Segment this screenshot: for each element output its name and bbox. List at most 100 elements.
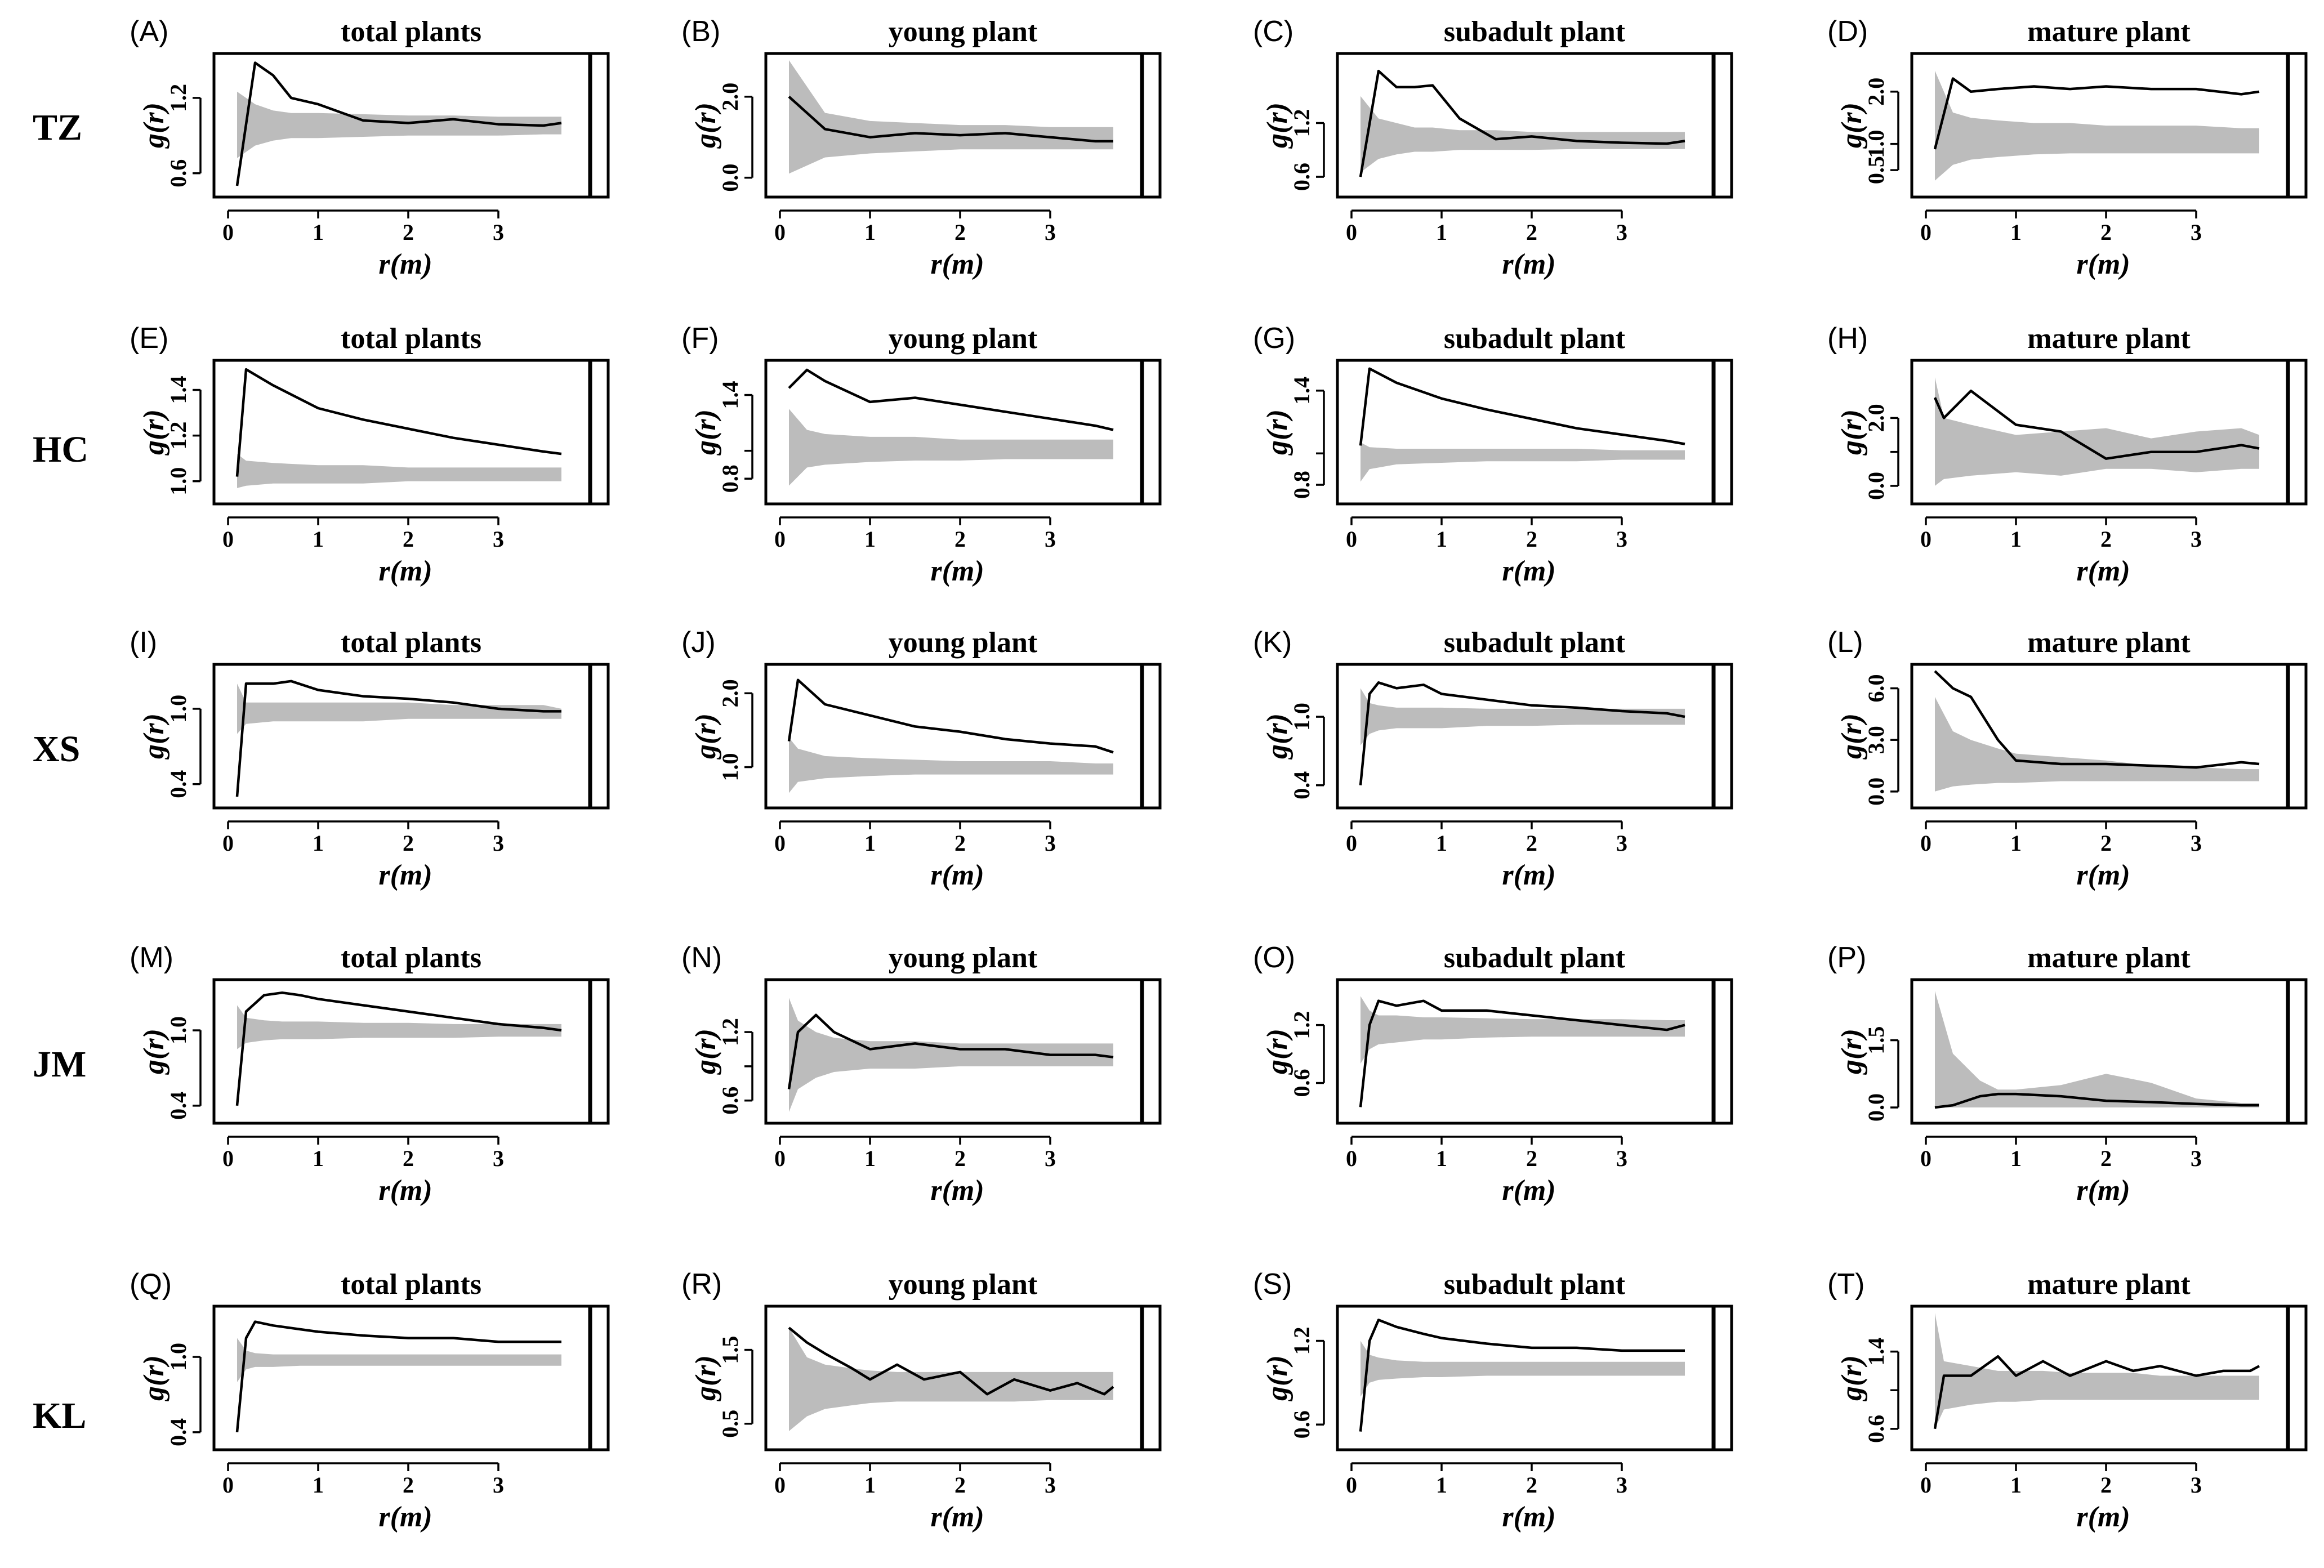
panel-title: subadult plant bbox=[1444, 627, 1626, 659]
y-axis-title: g(r) bbox=[1836, 713, 1868, 760]
x-tick-label: 0 bbox=[774, 1146, 786, 1171]
y-tick-label: 0.8 bbox=[1289, 471, 1314, 499]
plot-frame bbox=[764, 52, 1162, 199]
y-axis-title: g(r) bbox=[1836, 1029, 1868, 1075]
x-tick-label: 2 bbox=[403, 1472, 414, 1498]
x-axis-title: r(m) bbox=[2076, 1501, 2130, 1533]
panel-letter: (K) bbox=[1253, 626, 1292, 659]
observed-gr-line bbox=[235, 61, 562, 186]
y-tick-label: 2.0 bbox=[1863, 78, 1889, 106]
panel-d: (D) mature plant 0 1 2 3 r(m) 0.51.0 2.0g(r) bbox=[1827, 15, 2308, 280]
observed-gr-line bbox=[1359, 69, 1685, 177]
plot-frame bbox=[1336, 663, 1733, 810]
x-tick-label: 2 bbox=[1526, 1146, 1537, 1171]
x-tick-label: 1 bbox=[864, 526, 876, 552]
y-axis-title: g(r) bbox=[1261, 102, 1293, 149]
panel-k: (K) subadult plant 0 1 2 3 r(m) 0.4 1.0g(r) bbox=[1253, 626, 1733, 891]
panel-letter: (M) bbox=[130, 941, 173, 974]
panel-title: subadult plant bbox=[1444, 942, 1626, 974]
y-tick-label: 1.4 bbox=[717, 381, 743, 409]
panel-title: total plants bbox=[341, 323, 481, 355]
y-axis-title: g(r) bbox=[690, 1029, 722, 1075]
envelope-band bbox=[1361, 96, 1685, 173]
panel-title: subadult plant bbox=[1444, 323, 1626, 355]
panel-title: mature plant bbox=[2027, 627, 2191, 659]
x-tick-label: 1 bbox=[313, 830, 324, 856]
panel-letter: (G) bbox=[1253, 322, 1295, 355]
row-label-xs: XS bbox=[33, 729, 80, 770]
observed-gr-line bbox=[1933, 389, 2260, 460]
panel-f: (F) young plant 0 1 2 3 r(m) 0.8 1.4g(r) bbox=[681, 322, 1162, 587]
envelope-band bbox=[1361, 1341, 1685, 1397]
x-tick-label: 1 bbox=[1436, 1472, 1447, 1498]
panel-r: (R) young plant 0 1 2 3 r(m) 0.5 1.5g(r) bbox=[681, 1268, 1162, 1533]
plot-frame bbox=[764, 663, 1162, 810]
envelope-band bbox=[1935, 377, 2259, 486]
panel-letter: (B) bbox=[681, 15, 720, 48]
x-tick-label: 2 bbox=[2100, 220, 2112, 245]
x-tick-label: 0 bbox=[1346, 830, 1357, 856]
x-tick-label: 1 bbox=[313, 526, 324, 552]
panel-title: mature plant bbox=[2027, 16, 2191, 48]
x-tick-label: 3 bbox=[1616, 830, 1627, 856]
row-label-tz: TZ bbox=[33, 107, 82, 148]
x-tick-label: 3 bbox=[1045, 220, 1056, 245]
y-tick-label: 0.4 bbox=[166, 1418, 191, 1446]
y-axis-title: g(r) bbox=[1836, 409, 1868, 455]
x-axis-title: r(m) bbox=[2076, 859, 2130, 891]
observed-gr-line bbox=[1359, 367, 1685, 446]
x-axis-title: r(m) bbox=[2076, 1174, 2130, 1207]
plot-frame bbox=[212, 978, 610, 1125]
plot-frame bbox=[764, 1305, 1162, 1451]
observed-gr-line bbox=[1933, 77, 2260, 150]
panel-letter: (O) bbox=[1253, 941, 1295, 974]
y-axis-title: g(r) bbox=[1261, 713, 1293, 760]
y-axis-title: g(r) bbox=[138, 1355, 170, 1401]
x-axis-title: r(m) bbox=[378, 1501, 432, 1533]
observed-gr-line bbox=[1359, 1319, 1685, 1432]
y-tick-label: 0.4 bbox=[1289, 771, 1314, 799]
x-tick-label: 1 bbox=[2010, 526, 2022, 552]
panel-letter: (A) bbox=[130, 15, 168, 48]
x-tick-label: 0 bbox=[1346, 1472, 1357, 1498]
row-label-hc: HC bbox=[33, 429, 88, 470]
envelope-band bbox=[237, 1005, 561, 1049]
y-tick-label: 0.0 bbox=[1863, 1093, 1889, 1122]
x-tick-label: 3 bbox=[493, 1146, 504, 1171]
y-tick-label: 1.2 bbox=[1289, 1327, 1314, 1355]
panel-s: (S) subadult plant 0 1 2 3 r(m) 0.6 1.2g(r) bbox=[1253, 1268, 1733, 1533]
panel-title: subadult plant bbox=[1444, 16, 1626, 48]
plot-frame bbox=[1910, 663, 2308, 810]
x-tick-label: 3 bbox=[1045, 526, 1056, 552]
x-tick-label: 2 bbox=[403, 830, 414, 856]
panel-b: (B) young plant 0 1 2 3 r(m) 0.0 2.0g(r) bbox=[681, 15, 1162, 280]
x-tick-label: 0 bbox=[774, 830, 786, 856]
panel-m: (M) total plants 0 1 2 3 r(m) 0.4 1.0g(r) bbox=[130, 941, 610, 1207]
row-label-kl: KL bbox=[33, 1395, 86, 1436]
panel-title: mature plant bbox=[2027, 942, 2191, 974]
x-tick-label: 2 bbox=[403, 526, 414, 552]
observed-gr-line bbox=[1934, 670, 2260, 769]
x-tick-label: 0 bbox=[1920, 1146, 1932, 1171]
panel-title: total plants bbox=[341, 942, 481, 974]
envelope-band bbox=[1935, 991, 2259, 1107]
x-axis-title: r(m) bbox=[930, 1501, 984, 1533]
x-tick-label: 2 bbox=[2100, 1472, 2112, 1498]
x-tick-label: 0 bbox=[1346, 1146, 1357, 1171]
y-tick-label: 1.4 bbox=[1863, 1338, 1889, 1366]
x-tick-label: 0 bbox=[774, 526, 786, 552]
envelope-band bbox=[789, 1328, 1113, 1431]
panel-o: (O) subadult plant 0 1 2 3 r(m) 0.6 1.2g(r) bbox=[1253, 941, 1733, 1207]
observed-gr-line bbox=[1934, 1092, 2259, 1109]
observed-gr-line bbox=[1933, 1355, 2260, 1429]
panel-letter: (L) bbox=[1827, 626, 1863, 659]
y-axis-title: g(r) bbox=[690, 1355, 722, 1401]
panel-letter: (N) bbox=[681, 941, 722, 974]
x-tick-label: 3 bbox=[1045, 1472, 1056, 1498]
x-axis-title: r(m) bbox=[378, 1174, 432, 1207]
panel-title: total plants bbox=[341, 16, 481, 48]
panel-n: (N) young plant 0 1 2 3 r(m) 0.6 1.2g(r) bbox=[681, 941, 1162, 1207]
observed-gr-line bbox=[787, 678, 1114, 754]
